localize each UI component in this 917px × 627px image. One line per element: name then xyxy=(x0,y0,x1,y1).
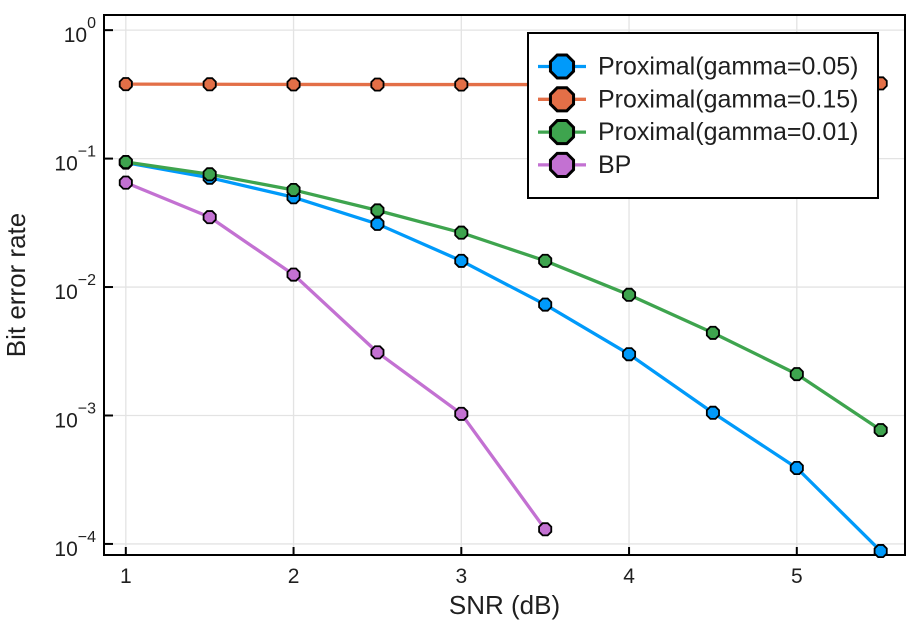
legend-marker-icon xyxy=(548,53,576,80)
legend-marker-icon xyxy=(548,86,576,113)
series-3 xyxy=(118,155,888,438)
data-marker xyxy=(538,522,553,537)
data-marker xyxy=(622,287,637,302)
data-marker xyxy=(873,423,888,438)
data-marker xyxy=(202,77,217,92)
x-tick-label: 4 xyxy=(623,565,635,588)
data-marker xyxy=(454,406,469,421)
legend-item: Proximal(gamma=0.05) xyxy=(538,53,859,81)
data-marker xyxy=(202,210,217,225)
x-tick-label: 3 xyxy=(455,565,467,588)
plot-border xyxy=(103,14,906,556)
legend-label: BP xyxy=(598,151,631,179)
data-marker xyxy=(538,253,553,268)
series-4 xyxy=(118,175,553,537)
data-marker xyxy=(370,216,385,231)
data-marker xyxy=(286,182,301,197)
x-axis-label: SNR (dB) xyxy=(449,590,560,620)
data-marker xyxy=(705,325,720,340)
data-marker xyxy=(118,155,133,170)
data-marker xyxy=(370,77,385,92)
data-marker xyxy=(202,167,217,182)
series-line xyxy=(124,160,883,432)
data-marker xyxy=(873,544,888,559)
data-marker xyxy=(286,77,301,92)
x-tick-label: 1 xyxy=(120,565,132,588)
legend-label: Proximal(gamma=0.15) xyxy=(598,85,859,113)
data-marker xyxy=(370,203,385,218)
legend: Proximal(gamma=0.05) Proximal(gamma=0.15)… xyxy=(527,32,879,199)
tick-marks xyxy=(104,29,798,555)
data-marker xyxy=(454,225,469,240)
data-marker xyxy=(789,461,804,476)
legend-marker-icon xyxy=(548,151,576,178)
data-marker xyxy=(705,405,720,420)
series-line xyxy=(124,160,883,553)
data-marker xyxy=(454,77,469,92)
legend-item: BP xyxy=(538,151,631,179)
x-tick-label: 2 xyxy=(288,565,300,588)
data-marker xyxy=(118,77,133,92)
data-marker xyxy=(118,175,133,190)
legend-marker-icon xyxy=(548,119,576,146)
data-marker xyxy=(454,253,469,268)
data-marker xyxy=(538,297,553,312)
x-tick-label: 5 xyxy=(791,565,803,588)
legend-label: Proximal(gamma=0.01) xyxy=(598,118,859,146)
data-marker xyxy=(370,345,385,360)
series-line xyxy=(124,180,547,531)
data-marker xyxy=(789,367,804,382)
y-axis-label: Bit error rate xyxy=(1,213,31,358)
legend-item: Proximal(gamma=0.01) xyxy=(538,118,859,146)
data-marker xyxy=(622,347,637,362)
data-marker xyxy=(286,267,301,282)
legend-item: Proximal(gamma=0.15) xyxy=(538,85,859,113)
legend-label: Proximal(gamma=0.05) xyxy=(598,53,859,81)
legend-box xyxy=(527,32,879,199)
